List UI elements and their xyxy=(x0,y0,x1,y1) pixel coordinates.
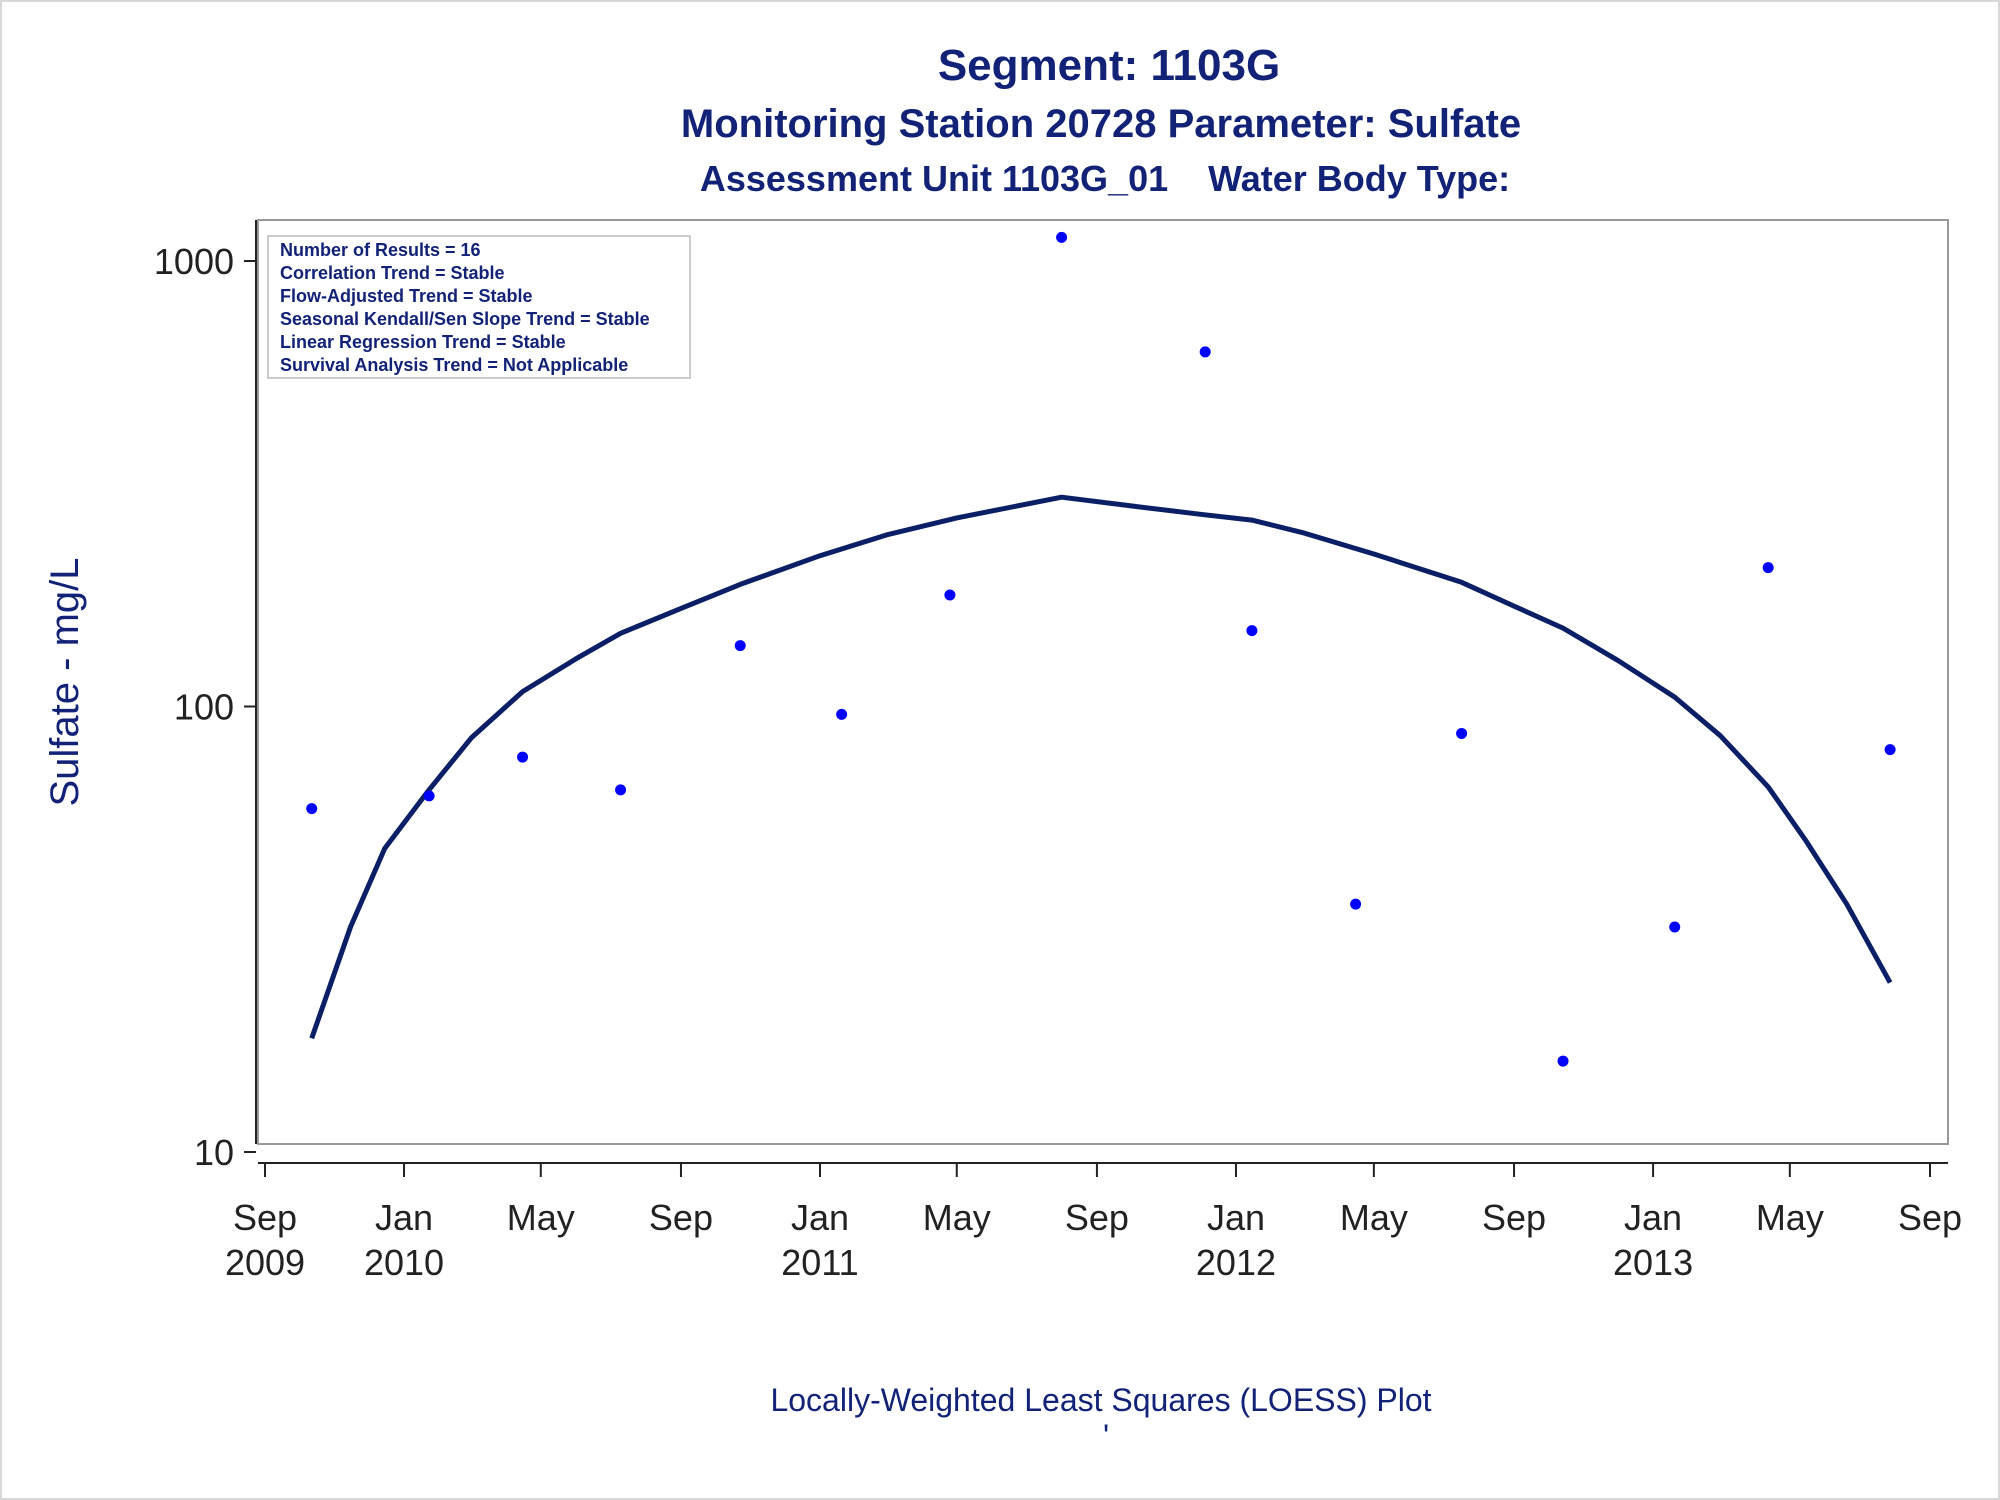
data-point xyxy=(1199,346,1211,358)
x-tick-label: Jan xyxy=(1624,1197,1682,1238)
data-point xyxy=(615,784,627,796)
x-tick-label: Jan xyxy=(791,1197,849,1238)
stats-box-frame xyxy=(267,235,691,379)
x-tick-label: Sep xyxy=(233,1197,297,1238)
x-tick-label: May xyxy=(1340,1197,1408,1238)
data-point xyxy=(306,803,318,815)
data-point xyxy=(1884,744,1896,756)
x-tick-year: 2011 xyxy=(781,1242,858,1283)
x-tick-year: 2013 xyxy=(1613,1242,1693,1283)
x-tick-label: Sep xyxy=(1898,1197,1962,1238)
data-point xyxy=(1056,231,1068,243)
loess-curve xyxy=(309,494,1893,1040)
data-point xyxy=(423,790,435,802)
stats-box: Number of Results = 16 Correlation Trend … xyxy=(267,235,691,379)
x-tick-label: May xyxy=(507,1197,575,1238)
x-tick-label: Sep xyxy=(649,1197,713,1238)
y-tick-label: 10 xyxy=(194,1132,234,1173)
data-point xyxy=(944,589,956,601)
data-point xyxy=(1762,562,1774,574)
stats-line: Number of Results = 16 xyxy=(280,240,481,260)
data-point xyxy=(1669,921,1681,933)
chart-subtitle-2: Assessment Unit 1103G_01 Water Body Type… xyxy=(700,158,1510,199)
stats-line: Linear Regression Trend = Stable xyxy=(280,332,566,352)
data-point xyxy=(1557,1055,1569,1067)
chart-subtitle: Monitoring Station 20728 Parameter: Sulf… xyxy=(681,102,1521,146)
x-tick-label: Jan xyxy=(375,1197,433,1238)
y-tick-label: 1000 xyxy=(154,241,234,282)
stats-line: Survival Analysis Trend = Not Applicable xyxy=(280,355,628,375)
data-point xyxy=(836,708,848,720)
x-tick-label: May xyxy=(923,1197,991,1238)
y-axis: 10 100 1000 xyxy=(154,220,257,1173)
data-point xyxy=(1456,727,1468,739)
plot-area xyxy=(257,219,1949,1145)
data-point xyxy=(517,751,529,763)
x-tick-label: Sep xyxy=(1065,1197,1129,1238)
x-tick-year: 2010 xyxy=(364,1242,444,1283)
x-tick-year: 2009 xyxy=(225,1242,305,1283)
x-tick-label: Jan xyxy=(1207,1197,1265,1238)
x-tick-year: 2012 xyxy=(1196,1242,1276,1283)
stats-line: Seasonal Kendall/Sen Slope Trend = Stabl… xyxy=(280,309,650,329)
y-axis-label: Sulfate - mg/L xyxy=(43,557,87,806)
x-tick-label: Sep xyxy=(1482,1197,1546,1238)
data-points xyxy=(306,231,1896,1067)
footnote-mark: ' xyxy=(1103,1418,1109,1454)
footnote: Locally-Weighted Least Squares (LOESS) P… xyxy=(770,1382,1431,1418)
stats-line: Flow-Adjusted Trend = Stable xyxy=(280,286,533,306)
data-point xyxy=(1246,625,1258,637)
chart-title: Segment: 1103G xyxy=(938,41,1280,90)
x-tick-label: May xyxy=(1756,1197,1824,1238)
data-point xyxy=(734,640,746,652)
stats-line: Correlation Trend = Stable xyxy=(280,263,505,283)
y-tick-label: 100 xyxy=(174,687,234,728)
data-point xyxy=(1350,898,1362,910)
